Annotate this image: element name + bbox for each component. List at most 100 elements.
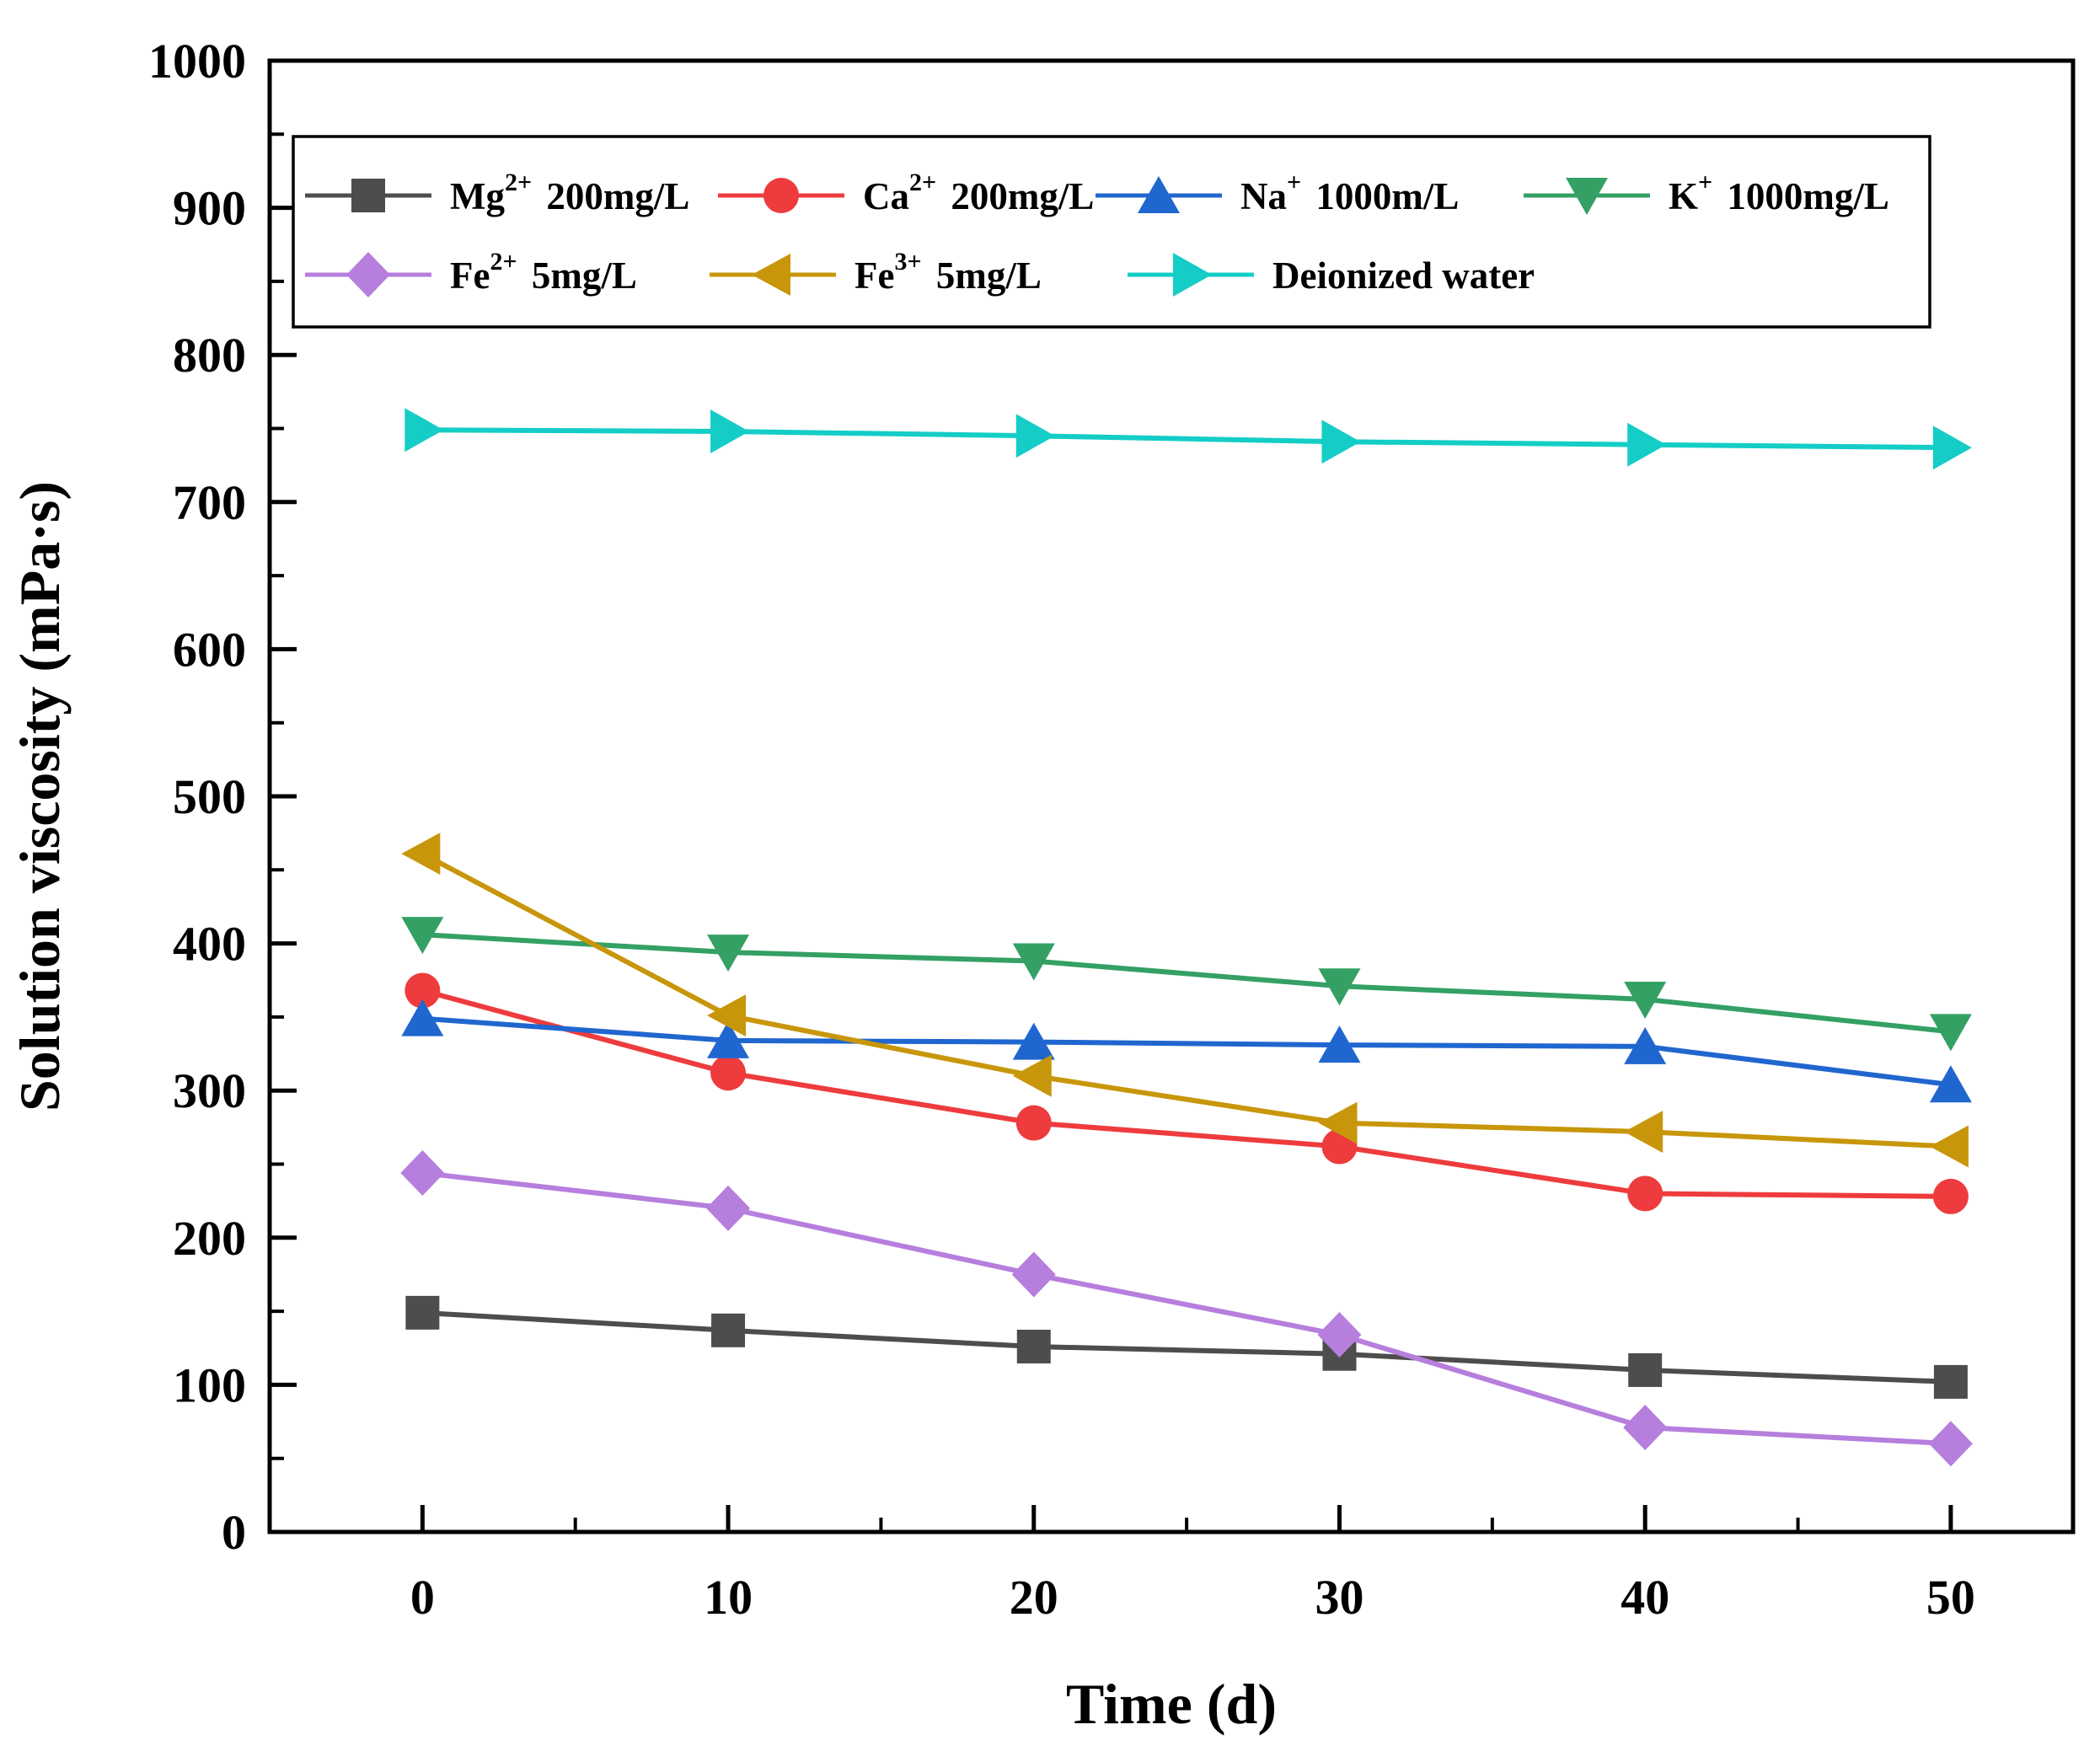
series-line-k-1000mg-l [422,932,1952,1035]
plot-frame [267,58,2076,1534]
x-tick-label: 50 [1926,1570,1975,1625]
legend-label-k-1000mg-l: K+ 1000mg/L [1669,169,1889,217]
series-line-mg2-200mg-l [422,1309,1952,1384]
marker-na-1000m-l-20d [1012,1022,1055,1060]
marker-deionized-water-40d [1627,422,1667,467]
marker-na-1000m-l-40d [1624,1026,1667,1064]
marker-ca2-200mg-l-0d [404,972,441,1009]
legend-marker-k-1000mg-l [1566,178,1608,215]
marker-fe3-5mg-l-40d [1624,1111,1663,1154]
y-tick-label: 300 [173,1063,246,1118]
series-mg2-200mg-l [405,1295,1968,1399]
legend-item-na-1000m-l: Na+ 1000m/L [1096,169,1459,217]
series-deionized-water [404,408,1972,470]
y-tick-label: 700 [173,475,246,530]
marker-mg2-200mg-l-20d [1016,1330,1051,1364]
marker-mg2-200mg-l-50d [1933,1364,1968,1399]
marker-k-1000mg-l-20d [1012,943,1055,981]
legend-box [292,135,1931,329]
marker-fe3-5mg-l-30d [1318,1101,1358,1144]
series-line-na-1000m-l [422,1015,1952,1088]
y-tick-label: 500 [173,769,246,824]
marker-ca2-200mg-l-20d [1015,1105,1052,1141]
series-na-1000m-l [401,999,1972,1103]
y-tick-label: 900 [173,181,246,236]
marker-ca2-200mg-l-10d [710,1055,747,1091]
legend-marker-na-1000m-l [1138,176,1180,213]
x-tick-labels: 0 10 20 30 40 50 [410,1570,1975,1625]
legend-marker-fe3-5mg-l [752,254,790,296]
marker-fe3-5mg-l-0d [401,833,441,876]
series-k-1000mg-l [401,917,1972,1052]
marker-na-1000m-l-30d [1318,1026,1361,1063]
marker-fe2-5mg-l-10d [706,1185,751,1231]
y-tick-label: 0 [222,1505,246,1560]
y-tick-label: 400 [173,917,246,972]
y-axis-title: Solution viscosity (mPa·s) [8,481,72,1111]
legend-item-deionized-water: Deionized water [1128,253,1535,297]
marker-na-1000m-l-50d [1929,1065,1972,1103]
marker-deionized-water-0d [404,408,444,453]
marker-k-1000mg-l-10d [707,935,750,972]
marker-fe3-5mg-l-10d [707,994,747,1037]
series-fe3-5mg-l [401,833,1969,1168]
marker-deionized-water-20d [1015,414,1055,458]
series-line-fe3-5mg-l [421,851,1952,1149]
marker-na-1000m-l-10d [707,1020,750,1058]
marker-k-1000mg-l-30d [1318,968,1361,1006]
legend-label-mg2-200mg-l: Mg2+ 200mg/L [450,169,689,217]
marker-deionized-water-30d [1321,420,1361,464]
marker-deionized-water-50d [1932,426,1972,470]
x-tick-label: 10 [704,1570,753,1625]
legend-item-fe3-5mg-l: Fe3+ 5mg/L [710,248,1042,297]
legend-label-ca2-200mg-l: Ca2+ 200mg/L [863,169,1094,217]
marker-fe2-5mg-l-30d [1317,1312,1362,1358]
series-line-deionized-water [422,427,1951,451]
legend-label-fe3-5mg-l: Fe3+ 5mg/L [854,248,1042,297]
legend-marker-ca2-200mg-l [763,178,799,213]
legend-item-fe2-5mg-l: Fe2+ 5mg/L [305,248,637,297]
x-tick-label: 30 [1315,1570,1363,1625]
legend-marker-mg2-200mg-l [351,179,385,212]
series-fe2-5mg-l [400,1149,1973,1467]
y-tick-label: 200 [173,1211,246,1266]
y-tick-label: 600 [173,622,246,677]
legend-label-fe2-5mg-l: Fe2+ 5mg/L [450,248,637,297]
marker-fe2-5mg-l-50d [1928,1421,1973,1467]
marker-k-1000mg-l-40d [1624,981,1667,1019]
series-line-fe2-5mg-l [422,1170,1952,1447]
legend-marker-fe2-5mg-l [346,252,390,297]
legend-item-k-1000mg-l: K+ 1000mg/L [1524,169,1889,217]
marker-fe3-5mg-l-20d [1012,1054,1052,1097]
marker-ca2-200mg-l-40d [1627,1176,1663,1212]
marker-fe3-5mg-l-50d [1929,1125,1969,1168]
legend-label-deionized-water: Deionized water [1272,254,1535,297]
marker-fe2-5mg-l-20d [1011,1251,1056,1298]
marker-ca2-200mg-l-50d [1932,1178,1969,1214]
y-tick-label: 100 [173,1358,246,1412]
marker-k-1000mg-l-0d [401,917,444,955]
y-tick-labels: 0 100 200 300 400 500 600 700 800 900 1000 [148,34,246,1560]
y-tick-label: 1000 [148,34,246,88]
legend-item-mg2-200mg-l: Mg2+ 200mg/L [305,169,689,217]
marker-na-1000m-l-0d [401,999,444,1036]
legend: Mg2+ 200mg/L Ca2+ 200mg/L Na+ 1000m/L K+ 10… [292,135,1931,329]
series-line-ca2-200mg-l [421,988,1951,1199]
x-tick-label: 40 [1621,1570,1669,1625]
legend-item-ca2-200mg-l: Ca2+ 200mg/L [718,169,1094,217]
marker-mg2-200mg-l-40d [1628,1352,1663,1387]
x-axis-title: Time (d) [1066,1672,1277,1736]
marker-mg2-200mg-l-10d [711,1313,746,1347]
marker-k-1000mg-l-50d [1929,1014,1972,1052]
y-tick-label: 800 [173,328,246,383]
marker-fe2-5mg-l-40d [1623,1405,1668,1451]
x-tick-label: 0 [410,1570,435,1625]
marker-mg2-200mg-l-0d [405,1295,440,1330]
marker-fe2-5mg-l-0d [400,1149,445,1196]
x-tick-label: 20 [1010,1570,1058,1625]
marker-deionized-water-10d [710,409,750,453]
legend-label-na-1000m-l: Na+ 1000m/L [1240,169,1459,217]
legend-marker-deionized-water [1173,253,1212,297]
